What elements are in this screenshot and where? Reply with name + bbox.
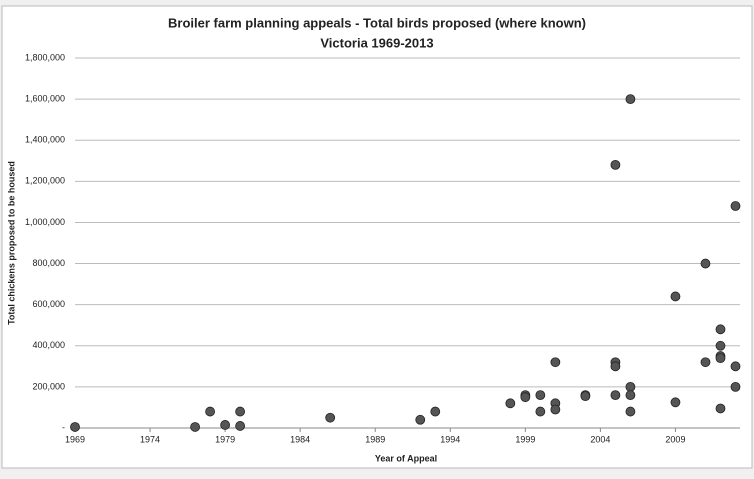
point [220,420,231,430]
point [205,406,216,417]
x-tick-label: 1979 [215,434,235,444]
point [625,381,636,392]
x-tick-label: 1999 [515,434,535,444]
y-tick-label: 400,000 [32,340,65,350]
point [550,404,561,415]
point [505,398,516,409]
point [730,381,741,392]
point [700,258,711,269]
point [535,390,546,401]
x-axis-title: Year of Appeal [375,453,437,463]
point [535,406,546,417]
point [715,353,726,364]
point [190,422,200,432]
chart-background [1,5,753,469]
x-tick-label: 1994 [440,434,460,444]
point [730,201,741,211]
point [670,397,681,408]
point [235,406,246,417]
point [625,94,636,105]
point [70,422,80,432]
point [430,406,441,417]
chart-subtitle: Victoria 1969-2013 [320,35,433,50]
y-axis-title: Total chickens proposed to be housed [6,161,16,325]
y-tick-label: 1,400,000 [25,135,65,145]
point [415,414,426,425]
point [550,357,561,368]
point [610,390,621,401]
y-tick-label: 1,200,000 [25,176,65,186]
point [715,324,726,335]
x-tick-label: 2004 [590,434,610,444]
point [520,392,531,403]
x-tick-label: 1974 [140,434,160,444]
point [700,357,711,368]
point [625,406,636,417]
y-tick-label: 600,000 [32,299,65,309]
y-tick-label: 200,000 [32,381,65,391]
y-tick-label: - [62,422,65,432]
point [325,412,336,423]
x-tick-label: 2009 [665,434,685,444]
point [715,403,726,414]
point [670,291,681,302]
y-tick-label: 1,000,000 [25,217,65,227]
x-tick-label: 1969 [65,434,85,444]
y-tick-label: 800,000 [32,258,65,268]
point [610,159,621,170]
y-tick-label: 1,600,000 [25,93,65,103]
x-tick-label: 1984 [290,434,310,444]
point [730,361,741,372]
point [235,421,246,431]
chart-title: Broiler farm planning appeals - Total bi… [168,15,586,30]
y-tick-label: 1,800,000 [25,52,65,62]
point [715,340,726,351]
point [625,390,636,401]
x-tick-label: 1989 [365,434,385,444]
point [580,391,591,402]
point [610,361,621,372]
